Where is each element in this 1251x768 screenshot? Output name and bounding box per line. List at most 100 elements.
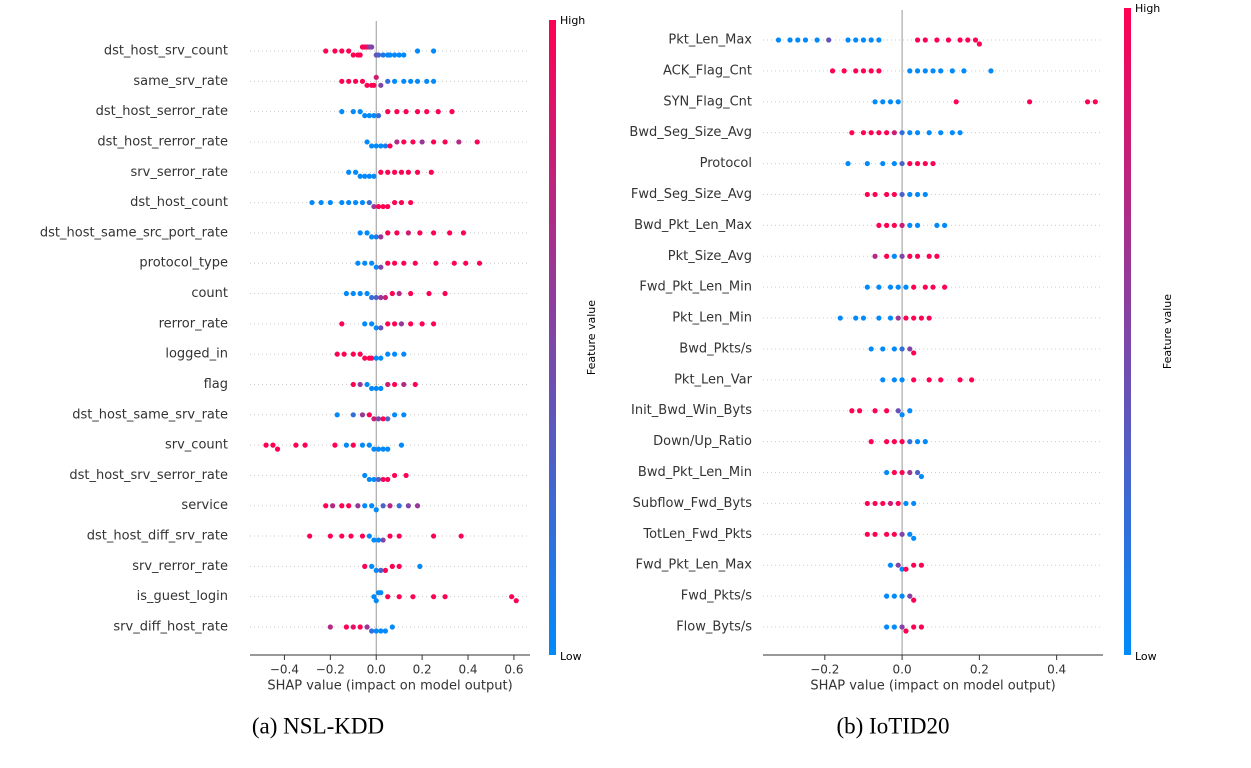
dot [394,109,400,115]
dot [394,230,400,236]
dot [938,130,944,136]
dot [899,469,905,476]
dot [1084,99,1091,105]
dot [907,191,913,198]
dot [378,294,384,301]
dot [911,597,917,603]
dot [899,566,905,572]
dot [385,230,391,236]
dot [891,191,897,198]
dot [802,37,809,43]
dot [849,408,855,414]
dot [398,169,405,175]
dot [339,78,345,84]
dot [350,52,356,58]
dot [396,52,402,58]
dot [880,99,886,105]
dot [318,199,324,206]
dot [357,290,363,297]
dot [382,294,389,301]
dot [860,130,867,136]
dot [293,442,299,448]
x-tick-label: 0.6 [504,663,523,677]
dot [389,563,395,569]
feature-label: Protocol [700,156,752,171]
dot [357,109,363,115]
dot [357,52,363,58]
dot [474,139,480,145]
dot [922,439,928,445]
feature-label: srv_diff_host_rate [113,620,228,635]
dot [922,191,928,198]
dot [274,446,281,452]
dot [957,130,963,136]
dot [476,260,483,266]
dot [362,563,368,569]
dot [431,48,437,54]
dot [918,562,925,568]
dot [911,377,917,383]
dot [380,52,386,58]
dot [899,593,905,599]
dot [412,381,418,388]
dot [405,230,411,236]
feature-label: Pkt_Len_Min [672,311,752,326]
feature-label: Fwd_Pkts/s [681,589,752,604]
dot [341,351,347,357]
dot [369,355,375,361]
feature-label: Pkt_Len_Max [668,33,752,48]
dot [357,381,363,388]
dot [918,473,925,480]
x-tick-label: −0.2 [810,663,839,677]
dot [891,593,897,599]
dot [357,624,363,630]
dot [401,381,407,388]
dot [385,594,391,600]
colorbar-label: Feature value [1161,294,1174,369]
dot [334,412,340,418]
dot [814,37,820,43]
dot [362,321,368,327]
dot [357,230,363,236]
dot [343,442,349,448]
dot [387,533,393,539]
x-tick-label: −0.2 [316,663,345,677]
dot [327,199,333,206]
dot [872,531,878,537]
dot [339,199,345,206]
dot [922,37,928,43]
dot [988,68,994,74]
dot [403,472,409,479]
dot [369,143,375,149]
dot [911,562,917,568]
dot [385,381,391,388]
dot [895,284,901,290]
feature-label: Bwd_Seg_Size_Avg [629,125,752,140]
dot [853,68,859,74]
x-axis-label: SHAP value (impact on model output) [267,679,512,694]
dot [899,160,905,167]
dot [884,222,890,228]
dot [364,230,370,236]
dot [371,82,377,88]
dot [369,294,375,301]
dot [364,381,370,388]
dot [876,68,882,74]
dot [401,412,407,418]
dot [914,37,921,43]
feature-label: TotLen_Fwd_Pkts [642,527,752,542]
dot [391,412,398,418]
dot [371,537,377,543]
dot [930,284,936,290]
dot [410,594,416,600]
dot [391,260,398,266]
dot [922,68,928,74]
dot [914,439,921,445]
dot [302,442,308,448]
dot [864,191,870,198]
dot [366,442,372,448]
dot [941,222,948,228]
dot [926,253,932,259]
dot [355,260,361,266]
